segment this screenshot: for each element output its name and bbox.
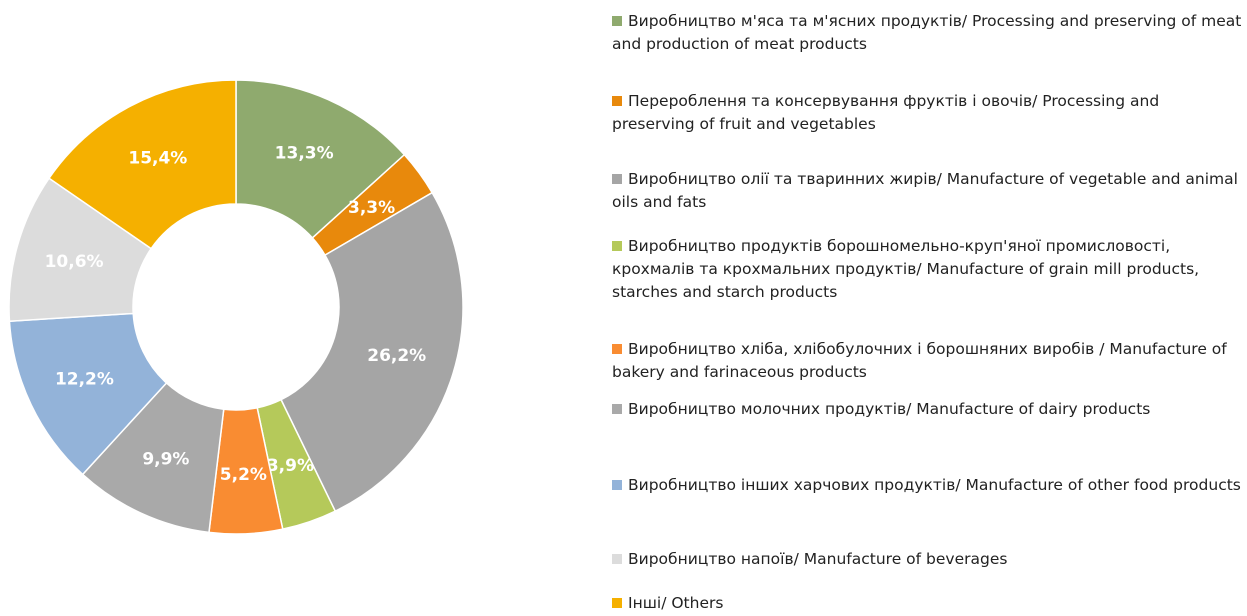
data-label: 10,6% bbox=[45, 252, 104, 272]
legend-entry: Виробництво олії та тваринних жирів/ Man… bbox=[612, 168, 1242, 214]
legend-label: Інші/ Others bbox=[628, 594, 724, 612]
legend-swatch bbox=[612, 404, 622, 414]
legend-entry: Виробництво хліба, хлібобулочних і борош… bbox=[612, 338, 1242, 384]
data-label: 3,9% bbox=[267, 456, 314, 476]
slice bbox=[280, 191, 464, 513]
legend-swatch bbox=[612, 96, 622, 106]
legend-label: Виробництво напоїв/ Manufacture of bever… bbox=[628, 550, 1008, 568]
legend-entry: Перероблення та консервування фруктів і … bbox=[612, 90, 1242, 136]
data-label: 13,3% bbox=[275, 143, 334, 163]
slice bbox=[235, 79, 406, 239]
legend-entry: Інші/ Others bbox=[612, 592, 1242, 615]
legend-entry: Виробництво молочних продуктів/ Manufact… bbox=[612, 398, 1242, 421]
data-label: 5,2% bbox=[220, 465, 267, 485]
data-label: 26,2% bbox=[367, 346, 426, 366]
data-label: 12,2% bbox=[55, 369, 114, 389]
data-label: 15,4% bbox=[128, 148, 187, 168]
legend-swatch bbox=[612, 174, 622, 184]
slice bbox=[48, 79, 237, 250]
legend-swatch bbox=[612, 344, 622, 354]
legend-label: Виробництво продуктів борошномельно-круп… bbox=[612, 237, 1200, 301]
data-label: 3,3% bbox=[348, 198, 395, 218]
legend-swatch bbox=[612, 241, 622, 251]
legend-swatch bbox=[612, 598, 622, 608]
legend-label: Виробництво м'яса та м'ясних продуктів/ … bbox=[612, 12, 1242, 53]
legend-entry: Виробництво інших харчових продуктів/ Ma… bbox=[612, 474, 1242, 497]
data-label: 9,9% bbox=[142, 450, 189, 470]
chart: 13,3% 3,3% 26,2% 3,9%5,2% 9,9% 12,2% 10,6% 15,4… bbox=[8, 79, 464, 535]
legend-label: Виробництво молочних продуктів/ Manufact… bbox=[628, 400, 1151, 418]
legend-entry: Виробництво м'яса та м'ясних продуктів/ … bbox=[612, 10, 1242, 56]
legend-entry: Виробництво напоїв/ Manufacture of bever… bbox=[612, 548, 1242, 571]
legend-entry: Виробництво продуктів борошномельно-круп… bbox=[612, 235, 1242, 304]
legend-label: Виробництво олії та тваринних жирів/ Man… bbox=[612, 170, 1238, 211]
legend-label: Перероблення та консервування фруктів і … bbox=[612, 92, 1160, 133]
legend-swatch bbox=[612, 480, 622, 490]
legend-label: Виробництво інших харчових продуктів/ Ma… bbox=[628, 476, 1241, 494]
legend-swatch bbox=[612, 16, 622, 26]
legend-swatch bbox=[612, 554, 622, 564]
legend-label: Виробництво хліба, хлібобулочних і борош… bbox=[612, 340, 1227, 381]
